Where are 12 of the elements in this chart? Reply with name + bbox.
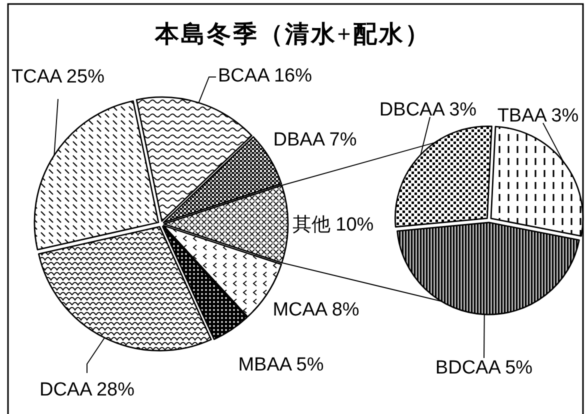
slice-label: TBAA 3% [497,106,579,126]
slice-label: DBCAA 3% [379,100,477,120]
pie-slice [34,100,160,250]
slice-label: MBAA 5% [238,354,324,376]
slice-label: TCAA 25% [12,66,105,88]
chart-title: 本島冬季（清水+配水） [154,21,431,48]
slice-label: 其他 10% [292,214,374,236]
slice-label: MCAA 8% [272,300,360,320]
slice-label: DBAA 7% [273,130,357,150]
slice-label: BDCAA 5% [435,358,533,378]
slice-label: DCAA 28% [39,380,135,400]
slice-label: BCAA 16% [218,66,312,86]
